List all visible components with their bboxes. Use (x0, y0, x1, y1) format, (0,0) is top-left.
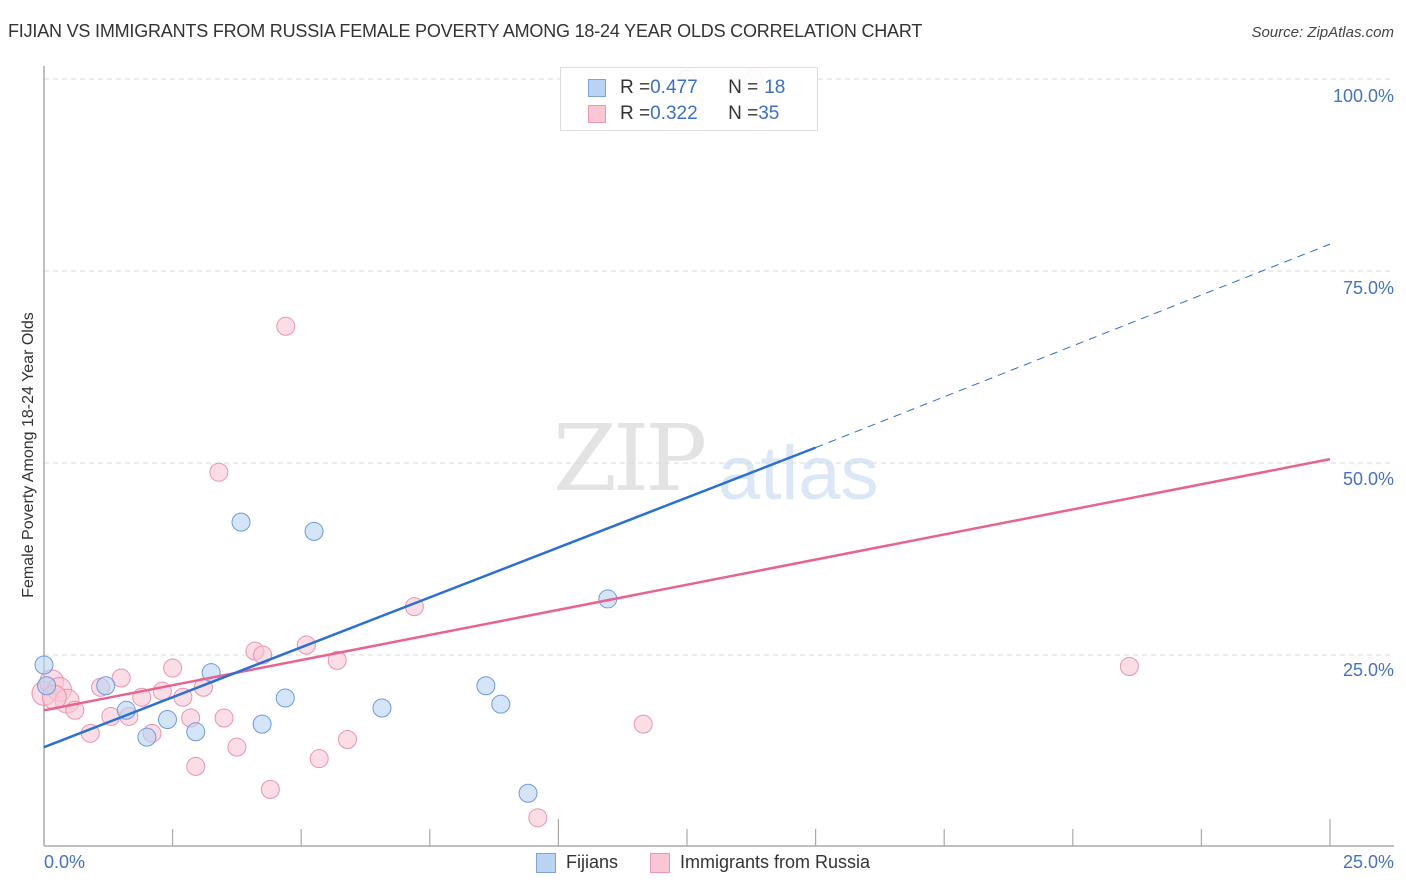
legend-item-fijians[interactable]: Fijians (536, 852, 618, 873)
legend-row-russia: R = 0.322 N = 35 (588, 102, 779, 126)
legend-item-russia[interactable]: Immigrants from Russia (650, 852, 870, 873)
y-tick-50: 50.0% (1342, 469, 1394, 489)
x-tick-0: 0.0% (44, 852, 86, 872)
legend-row-fijians: R = 0.477 N = 18 (588, 76, 785, 100)
data-point-russia[interactable] (327, 650, 347, 670)
n-label: N = (728, 103, 759, 124)
data-point-russia[interactable] (633, 714, 653, 734)
data-point-fijian[interactable] (372, 698, 392, 718)
y-tick-25: 25.0% (1342, 660, 1394, 680)
x-tick-25: 25.0% (1342, 852, 1394, 872)
r-label: R = (620, 77, 651, 98)
data-point-russia[interactable] (528, 808, 548, 828)
russia-trendline (43, 457, 1331, 712)
data-point-fijian[interactable] (34, 655, 54, 675)
n-value: 18 (764, 77, 786, 98)
watermark-atlas: atlas (718, 431, 879, 516)
data-point-fijian[interactable] (137, 727, 157, 747)
y-tick-100: 100.0% (1332, 86, 1394, 106)
series-legend: Fijians Immigrants from Russia (536, 852, 902, 873)
r-label: R = (620, 103, 651, 124)
n-label: N = (728, 77, 759, 98)
data-point-russia[interactable] (214, 708, 234, 728)
fijians-swatch (588, 79, 606, 97)
correlation-legend: R = 0.477 N = 18 R = 0.322 N = 35 (560, 67, 818, 131)
data-point-russia[interactable] (227, 737, 247, 757)
data-point-fijian[interactable] (491, 694, 511, 714)
data-point-fijian[interactable] (186, 722, 206, 742)
data-point-russia[interactable] (163, 658, 183, 678)
data-point-fijian[interactable] (275, 688, 295, 708)
fijian-points (34, 69, 697, 803)
gridlines (44, 78, 1394, 656)
fijians-swatch (536, 852, 556, 873)
x-ticks (172, 819, 1331, 846)
fijian-trendline-extrapolated (815, 243, 1331, 449)
y-tick-75: 75.0% (1342, 278, 1394, 298)
data-point-fijian[interactable] (231, 512, 251, 532)
russia-points (31, 69, 1139, 828)
russia-swatch (650, 852, 671, 873)
data-point-fijian[interactable] (476, 676, 496, 696)
data-point-fijian[interactable] (96, 676, 116, 696)
r-value: 0.477 (650, 77, 698, 98)
data-point-fijian[interactable] (518, 783, 538, 803)
data-point-russia[interactable] (309, 749, 329, 769)
data-point-fijian[interactable] (252, 714, 272, 734)
legend-label: Fijians (566, 852, 619, 872)
data-point-russia[interactable] (111, 668, 131, 688)
n-value: 35 (758, 103, 780, 124)
trendlines (43, 243, 1331, 749)
data-point-fijian[interactable] (157, 710, 177, 730)
data-point-fijian[interactable] (304, 521, 324, 541)
data-point-russia[interactable] (186, 756, 206, 776)
data-point-russia[interactable] (276, 316, 296, 336)
data-point-russia[interactable] (209, 462, 229, 482)
data-point-fijian[interactable] (37, 676, 57, 696)
r-value: 0.322 (650, 103, 698, 124)
fijian-trendline (43, 446, 817, 749)
watermark-zip: ZIP (553, 405, 707, 512)
russia-swatch (588, 105, 606, 123)
axes (43, 66, 1394, 847)
data-point-russia[interactable] (337, 729, 357, 749)
chart-title: FIJIAN VS IMMIGRANTS FROM RUSSIA FEMALE … (8, 21, 923, 41)
source-label: Source: ZipAtlas.com (1251, 24, 1394, 41)
data-point-russia[interactable] (1119, 657, 1139, 677)
data-point-russia[interactable] (260, 779, 280, 799)
legend-label: Immigrants from Russia (680, 852, 871, 872)
y-axis-label: Female Poverty Among 18-24 Year Olds (20, 312, 37, 598)
